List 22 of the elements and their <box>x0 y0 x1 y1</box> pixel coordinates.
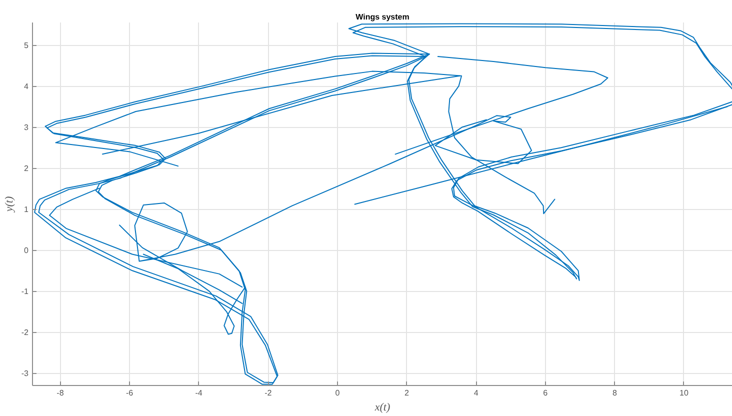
x-tick-label: 2 <box>404 388 410 398</box>
x-tick-label: 8 <box>612 388 618 398</box>
x-axis-title: x(t) <box>374 402 390 414</box>
y-tick-label: -2 <box>21 328 30 338</box>
x-tick-label: -6 <box>126 388 134 398</box>
x-tick-label: 4 <box>474 388 479 398</box>
x-tick-label: 10 <box>680 388 689 398</box>
y-axis-title: y(t) <box>3 196 16 213</box>
y-tick-label: -1 <box>21 287 30 296</box>
y-tick-label: 0 <box>24 246 30 256</box>
x-tick-label: -4 <box>195 388 203 398</box>
x-tick-label: 0 <box>335 388 340 398</box>
y-tick-label: 1 <box>24 205 30 214</box>
y-tick-label: 4 <box>24 82 30 92</box>
y-tick-label: 3 <box>24 123 30 132</box>
y-tick-label: -3 <box>21 369 30 378</box>
y-tick-label: 2 <box>24 164 30 174</box>
x-tick-label: -8 <box>56 388 64 398</box>
chart-title: Wings system <box>356 12 410 22</box>
x-tick-label: 6 <box>543 388 548 398</box>
x-tick-label: -2 <box>264 388 272 398</box>
y-tick-label: 5 <box>24 41 30 50</box>
